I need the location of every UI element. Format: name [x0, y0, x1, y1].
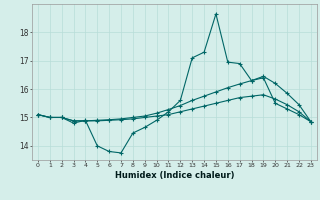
X-axis label: Humidex (Indice chaleur): Humidex (Indice chaleur) — [115, 171, 234, 180]
